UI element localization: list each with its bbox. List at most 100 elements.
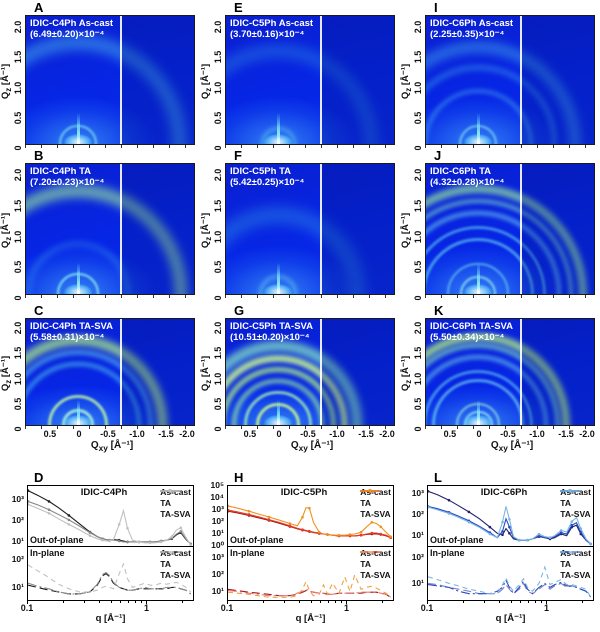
qz-tick-label: 0.5	[13, 397, 23, 411]
beam-hotspot	[264, 134, 293, 144]
series-marker	[228, 508, 230, 512]
legend-label: TA	[360, 498, 371, 508]
legend-label: TA-SVA	[160, 509, 191, 519]
detector-gap-shade	[121, 319, 194, 425]
series-marker	[159, 540, 163, 544]
giwaxs-pattern-image: IDIC-C6Ph TA (4.32±0.28)×10⁻⁴	[425, 163, 595, 295]
qxy-tick-label: 0.5	[443, 429, 457, 439]
series-marker	[428, 490, 430, 493]
panel-G: G Qz [Å⁻¹] 2.0 1.5 1.0 0.5 0 IDIC-C5Ph TA-SV…	[200, 303, 399, 454]
subplot-out-of-plane: Out-of-plane IDIC-C6Ph As-cast TA TA-SVA	[427, 485, 594, 547]
legend-label: As-cast	[360, 548, 391, 558]
tick-strip	[225, 145, 395, 148]
beam-hotspot	[64, 415, 93, 425]
x-tick-mark	[146, 600, 148, 604]
x-minor-tick	[298, 600, 300, 603]
qz-axis-label: Qz [Å⁻¹]	[0, 212, 13, 249]
x-tick-mark	[346, 600, 348, 604]
legend-label: TA	[160, 559, 171, 569]
series-marker	[508, 525, 511, 529]
x-minor-tick	[140, 600, 142, 603]
legend-marker	[368, 489, 373, 493]
beamstop-streak	[276, 262, 280, 294]
legend-item: TA	[560, 551, 591, 570]
legend-item: TA	[360, 551, 391, 570]
series-marker	[548, 536, 552, 539]
series-marker	[379, 532, 383, 536]
x-minor-tick	[334, 600, 336, 603]
x-minor-tick	[382, 600, 384, 603]
detector-gap-line	[120, 164, 122, 294]
y-tick-label: 10²	[11, 553, 24, 564]
x-minor-tick	[510, 600, 512, 603]
q-axis-label: q [Å⁻¹]	[95, 613, 126, 624]
beam-hotspot	[64, 284, 93, 294]
series-marker	[348, 533, 352, 536]
qxy-tick-label: -2.0	[379, 429, 395, 439]
legend: As-cast TA TA-SVA	[560, 548, 591, 581]
qxy-tick-label: 0.5	[43, 429, 57, 439]
x-minor-tick	[110, 600, 112, 603]
series-marker	[559, 529, 563, 532]
qxy-tick-label: -1.5	[358, 429, 374, 439]
x-minor-tick	[182, 600, 184, 603]
y-tick-label: 10¹	[11, 582, 24, 593]
series-marker	[308, 529, 311, 533]
series-marker	[47, 512, 51, 515]
qxy-tick-label: -0.5	[500, 429, 516, 439]
qxy-axis-ticks: 0.5 0 -0.5 -1.0 -1.5 -2.0	[25, 429, 195, 440]
series-line-TA-SVA	[228, 505, 392, 538]
x-minor-tick	[283, 600, 285, 603]
giwaxs-pattern-image: IDIC-C6Ph As-cast (2.25±0.35)×10⁻⁴	[425, 15, 595, 145]
panel-letter: L	[434, 470, 442, 485]
series-marker	[288, 522, 292, 525]
qz-tick-label: 2.0	[13, 321, 23, 335]
x-minor-tick	[62, 600, 64, 603]
x-minor-tick	[98, 600, 100, 603]
qz-tick-label: 1.5	[213, 199, 223, 213]
legend-label: TA-SVA	[360, 509, 391, 519]
series-marker	[301, 528, 304, 531]
chart-title: IDIC-C5Ph	[280, 487, 328, 498]
x-tick-row: 0.1 1	[21, 600, 194, 613]
series-marker	[326, 533, 329, 536]
qz-tick-label: 2.0	[213, 169, 223, 182]
mobility-value: (2.25±0.35)×10⁻⁴	[430, 29, 505, 40]
panel-letter: F	[234, 148, 242, 163]
qz-tick-label: 1.5	[13, 347, 23, 360]
qz-tick-label: 1.5	[213, 347, 223, 360]
panel-letter: D	[34, 470, 44, 485]
orientation-label: Out-of-plane	[30, 535, 84, 545]
legend: As-cast TA TA-SVA	[160, 548, 191, 581]
qz-tick-label: 0.5	[413, 261, 423, 274]
panel-E: E Qz [Å⁻¹] 2.0 1.5 1.0 0.5 0 IDIC-C5Ph As-ca…	[200, 0, 399, 151]
x-tick-label: 1	[543, 603, 549, 613]
qxy-axis-ticks: 0.5 0 -0.5 -1.0 -1.5 -2.0	[225, 429, 395, 440]
qz-axis-ticks: 2.0 1.5 1.0 0.5 0	[412, 318, 425, 432]
y-tick-label: 10⁰	[211, 540, 224, 550]
series-marker	[537, 532, 541, 536]
series-marker	[137, 540, 141, 544]
series-marker	[67, 514, 71, 517]
legend-label: As-cast	[360, 487, 391, 497]
detector-gap-shade	[521, 164, 594, 294]
x-minor-tick	[340, 600, 342, 603]
series-marker	[370, 531, 374, 535]
giwaxs-pattern-image: IDIC-C4Ph TA (7.20±0.23)×10⁻⁴	[25, 163, 195, 295]
qxy-tick-label: -1.5	[158, 429, 174, 439]
qz-tick-label: 1.0	[13, 81, 23, 94]
qz-axis-label: Qz [Å⁻¹]	[200, 63, 213, 100]
legend-swatch	[560, 551, 581, 553]
qz-tick-label: 0	[413, 426, 423, 432]
series-marker	[47, 508, 51, 511]
y-tick-label: 10⁵	[210, 480, 224, 490]
detector-gap-line	[520, 16, 522, 144]
series-line-TA	[28, 500, 192, 545]
panel-L: L Out-of-plane IDIC-C6Ph As-cast TA TA-SVA 10…	[401, 470, 599, 631]
y-tick-label: 10¹	[411, 529, 424, 540]
qz-tick-label: 1.5	[213, 51, 223, 64]
beam-hotspot	[464, 134, 493, 144]
subplot-canvas	[428, 565, 592, 598]
panel-D: D Out-of-plane IDIC-C4Ph As-cast TA TA-SVA 10…	[1, 470, 199, 631]
x-tick-label: 0.1	[220, 603, 234, 613]
